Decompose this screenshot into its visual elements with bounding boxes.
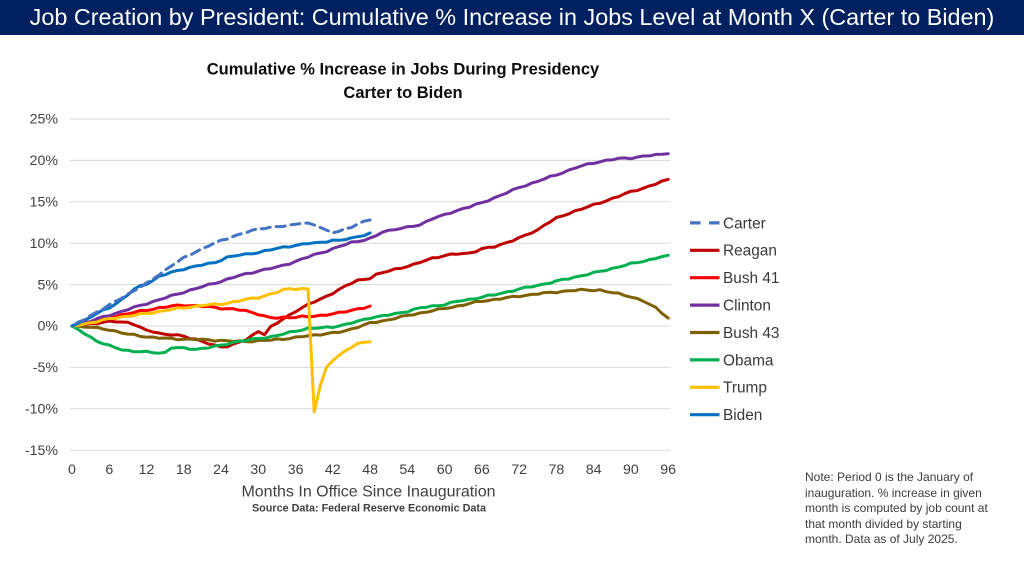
svg-text:Bush 41: Bush 41 [723, 270, 779, 287]
svg-text:Months In Office Since Inaugur: Months In Office Since Inauguration [241, 484, 495, 501]
svg-text:66: 66 [474, 462, 490, 478]
svg-text:Job Creation by President: Cum: Job Creation by President: Cumulative % … [30, 4, 995, 30]
svg-text:Reagan: Reagan [723, 243, 777, 260]
svg-text:Clinton: Clinton [723, 298, 771, 315]
svg-text:5%: 5% [37, 277, 58, 293]
svg-text:Cumulative % Increase in Jobs: Cumulative % Increase in Jobs During Pre… [207, 61, 600, 79]
svg-text:30: 30 [250, 462, 266, 478]
svg-text:-15%: -15% [25, 443, 59, 459]
svg-text:Trump: Trump [723, 380, 767, 397]
svg-text:10%: 10% [30, 236, 59, 252]
svg-text:84: 84 [586, 462, 602, 478]
svg-text:12: 12 [139, 462, 155, 478]
svg-text:6: 6 [105, 462, 113, 478]
svg-text:25%: 25% [30, 112, 59, 128]
svg-text:90: 90 [623, 462, 639, 478]
svg-text:-10%: -10% [25, 402, 59, 418]
svg-text:15%: 15% [30, 195, 59, 211]
svg-text:20%: 20% [30, 153, 59, 169]
svg-text:Bush 43: Bush 43 [723, 325, 779, 342]
svg-text:-5%: -5% [33, 360, 59, 376]
svg-text:72: 72 [511, 462, 527, 478]
svg-text:Source Data: Federal Reserve E: Source Data: Federal Reserve Economic Da… [252, 503, 487, 515]
svg-text:54: 54 [399, 462, 415, 478]
svg-text:48: 48 [362, 462, 378, 478]
svg-text:96: 96 [660, 462, 676, 478]
svg-text:60: 60 [437, 462, 453, 478]
svg-text:24: 24 [213, 462, 229, 478]
svg-text:Carter to Biden: Carter to Biden [343, 84, 462, 102]
svg-text:0%: 0% [37, 319, 58, 335]
svg-text:Obama: Obama [723, 352, 774, 369]
svg-text:36: 36 [288, 462, 304, 478]
svg-text:42: 42 [325, 462, 341, 478]
svg-text:Biden: Biden [723, 407, 762, 424]
svg-text:78: 78 [549, 462, 565, 478]
svg-text:18: 18 [176, 462, 192, 478]
svg-text:Carter: Carter [723, 215, 766, 232]
svg-text:0: 0 [68, 462, 76, 478]
